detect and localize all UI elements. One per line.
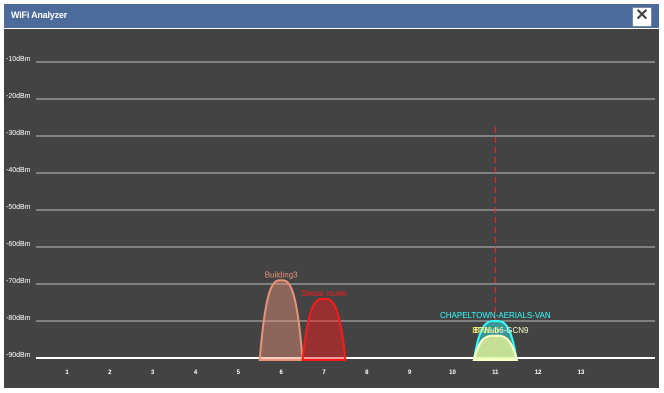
y-tick-label: -50dBm — [6, 204, 31, 211]
x-tick-label: 11 — [492, 370, 499, 376]
chart-area: -10dBm -20dBm -30dBm -40dBm -50dBm -60dBm -70d… — [4, 29, 659, 388]
y-tick-label: -70dBm — [6, 278, 31, 285]
x-tick-label: 2 — [108, 370, 112, 376]
x-tick-label: 3 — [151, 370, 155, 376]
close-icon: ✕ — [635, 7, 649, 24]
y-tick-label: -30dBm — [6, 130, 31, 137]
window-title: WiFi Analyzer — [11, 10, 67, 20]
x-tick-label: 4 — [194, 370, 198, 376]
signal-label: Status router — [301, 289, 347, 298]
signal-curve — [472, 334, 519, 361]
x-tick-label: 9 — [408, 370, 412, 376]
signal-curve — [258, 279, 304, 361]
y-tick-label: -80dBm — [6, 315, 31, 322]
x-tick-label: 12 — [535, 370, 542, 376]
signal-curve — [472, 319, 518, 361]
signal-label: Building3 — [265, 270, 298, 279]
x-tick-label: 1 — [65, 370, 69, 376]
x-tick-label: 6 — [279, 370, 283, 376]
y-tick-label: -60dBm — [6, 241, 31, 248]
x-tick-label: 5 — [237, 370, 241, 376]
signal-chart: -10dBm -20dBm -30dBm -40dBm -50dBm -60dBm -70d… — [6, 56, 655, 376]
signal-label: CHAPELTOWN-AERIALS-VAN — [440, 311, 551, 320]
close-button[interactable]: ✕ — [632, 7, 652, 27]
x-tick-label: 8 — [365, 370, 369, 376]
signal-curve — [301, 297, 347, 361]
title-bar: WiFi Analyzer ✕ — [4, 4, 659, 28]
signal-label: BTWi-fi — [472, 326, 498, 335]
x-tick-label: 7 — [322, 370, 326, 376]
x-tick-label: 10 — [449, 370, 456, 376]
y-tick-label: -90dBm — [6, 352, 31, 359]
y-tick-label: -40dBm — [6, 167, 31, 174]
x-tick-label: 13 — [578, 370, 585, 376]
y-tick-label: -10dBm — [6, 56, 31, 63]
signal-label: BTHub6-GCN9 — [474, 326, 529, 335]
y-tick-label: -20dBm — [6, 93, 31, 100]
